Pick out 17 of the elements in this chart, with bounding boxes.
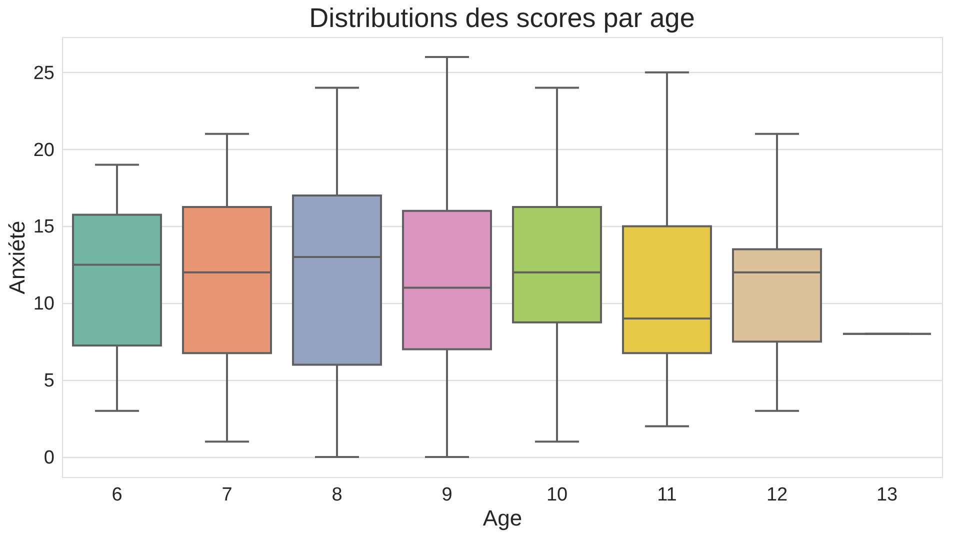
x-tick-label: 9 bbox=[442, 484, 452, 506]
x-tick-label: 7 bbox=[222, 484, 232, 506]
y-axis-title: Anxiété bbox=[4, 220, 30, 294]
y-tick-label: 10 bbox=[33, 294, 54, 315]
x-tick-label: 11 bbox=[657, 484, 677, 506]
y-tick-label: 0 bbox=[44, 448, 54, 468]
y-tick-label: 20 bbox=[33, 140, 54, 161]
x-axis-title: Age bbox=[482, 506, 522, 530]
x-tick-label: 13 bbox=[876, 484, 898, 506]
x-tick-label: 6 bbox=[112, 484, 122, 506]
y-tick-label: 5 bbox=[44, 370, 54, 392]
y-tick-label: 25 bbox=[33, 62, 54, 84]
chart-title: Distributions des scores par age bbox=[309, 3, 695, 33]
x-tick-label: 10 bbox=[546, 484, 568, 506]
x-tick-label: 8 bbox=[332, 484, 342, 506]
x-tick-label: 12 bbox=[766, 484, 788, 506]
y-tick-label: 15 bbox=[33, 216, 54, 238]
